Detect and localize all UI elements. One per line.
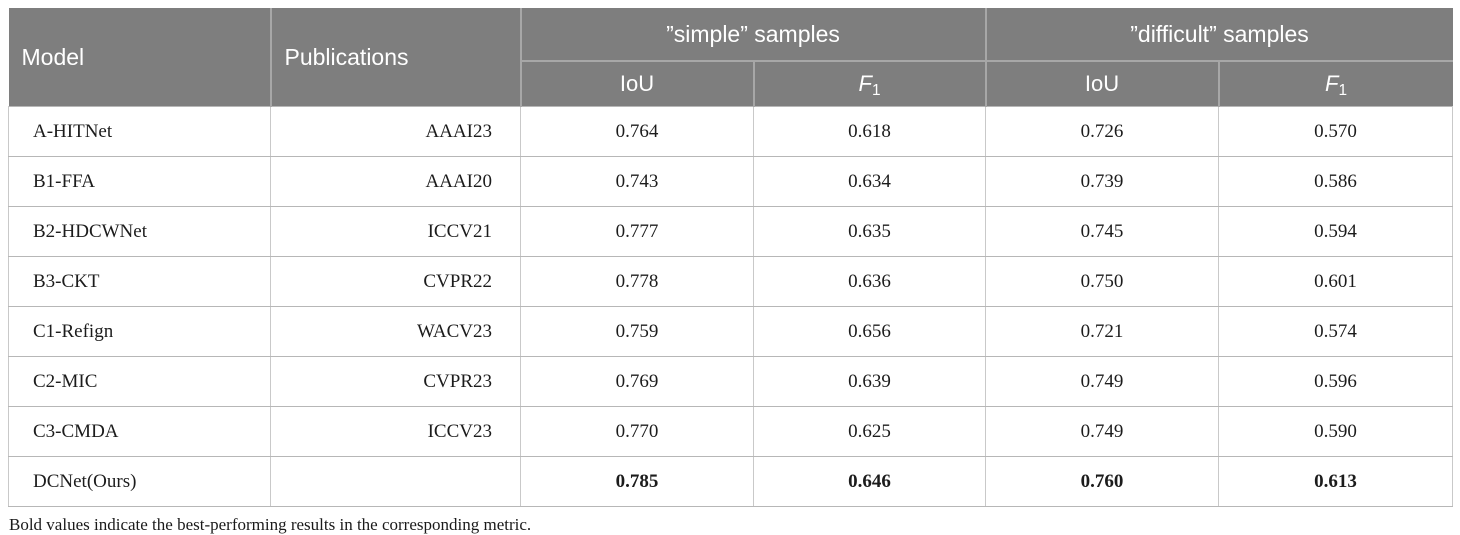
simple-iou-cell: 0.743 xyxy=(520,156,754,207)
table-header: Model Publications ”simple” samples ”dif… xyxy=(8,8,1453,107)
difficult-iou-cell: 0.749 xyxy=(985,356,1220,407)
table-row: B3-CKT CVPR22 0.778 0.636 0.750 0.601 xyxy=(8,256,1454,307)
simple-iou-cell: 0.785 xyxy=(520,456,754,507)
publication-cell: CVPR23 xyxy=(270,356,521,407)
model-cell: A-HITNet xyxy=(8,106,271,157)
simple-f1-cell: 0.634 xyxy=(752,156,987,207)
difficult-iou-cell: 0.721 xyxy=(985,306,1220,357)
metric-subscript: 1 xyxy=(871,82,881,100)
group-header-difficult-samples: ”difficult” samples xyxy=(984,8,1453,61)
difficult-f1-cell: 0.596 xyxy=(1218,356,1454,407)
results-table: Model Publications ”simple” samples ”dif… xyxy=(8,8,1454,507)
publication-cell: AAAI20 xyxy=(270,156,521,207)
publication-cell xyxy=(270,456,521,507)
difficult-iou-cell: 0.745 xyxy=(985,206,1220,257)
difficult-f1-cell: 0.570 xyxy=(1218,106,1454,157)
table-row: DCNet(Ours) 0.785 0.646 0.760 0.613 xyxy=(8,456,1454,507)
model-cell: C1-Refign xyxy=(8,306,271,357)
difficult-f1-cell: 0.574 xyxy=(1218,306,1454,357)
simple-f1-cell: 0.656 xyxy=(752,306,987,357)
publication-cell: ICCV23 xyxy=(270,406,521,457)
simple-f1-cell: 0.618 xyxy=(752,106,987,157)
simple-f1-cell: 0.625 xyxy=(752,406,987,457)
simple-f1-cell: 0.635 xyxy=(752,206,987,257)
metric-label: IoU xyxy=(1084,71,1120,96)
column-header-difficult-iou: IoU xyxy=(984,60,1220,107)
table-row: C1-Refign WACV23 0.759 0.656 0.721 0.574 xyxy=(8,306,1454,357)
publication-cell: ICCV21 xyxy=(270,206,521,257)
paper-table-figure: Model Publications ”simple” samples ”dif… xyxy=(8,8,1454,535)
model-cell: C3-CMDA xyxy=(8,406,271,457)
publication-cell: CVPR22 xyxy=(270,256,521,307)
header-metric-row: IoU F1 IoU F1 xyxy=(9,60,1453,107)
difficult-iou-cell: 0.739 xyxy=(985,156,1220,207)
publication-cell: AAAI23 xyxy=(270,106,521,157)
table-row: B1-FFA AAAI20 0.743 0.634 0.739 0.586 xyxy=(8,156,1454,207)
simple-iou-cell: 0.778 xyxy=(520,256,754,307)
simple-iou-cell: 0.759 xyxy=(520,306,754,357)
simple-iou-cell: 0.770 xyxy=(520,406,754,457)
simple-f1-cell: 0.636 xyxy=(752,256,987,307)
group-header-simple-samples: ”simple” samples xyxy=(519,8,987,61)
publication-cell: WACV23 xyxy=(270,306,521,357)
table-row: C2-MIC CVPR23 0.769 0.639 0.749 0.596 xyxy=(8,356,1454,407)
table-row: C3-CMDA ICCV23 0.770 0.625 0.749 0.590 xyxy=(8,406,1454,457)
column-header-model: Model xyxy=(8,8,272,107)
table-row: A-HITNet AAAI23 0.764 0.618 0.726 0.570 xyxy=(8,106,1454,157)
difficult-iou-cell: 0.750 xyxy=(985,256,1220,307)
column-header-simple-f1: F1 xyxy=(752,60,987,107)
metric-label: F xyxy=(1325,71,1339,96)
simple-iou-cell: 0.769 xyxy=(520,356,754,407)
model-cell: DCNet(Ours) xyxy=(8,456,271,507)
difficult-iou-cell: 0.726 xyxy=(985,106,1220,157)
metric-label: F xyxy=(858,71,872,96)
difficult-f1-cell: 0.586 xyxy=(1218,156,1454,207)
simple-f1-cell: 0.639 xyxy=(752,356,987,407)
model-cell: B2-HDCWNet xyxy=(8,206,271,257)
difficult-iou-cell: 0.760 xyxy=(985,456,1220,507)
difficult-f1-cell: 0.594 xyxy=(1218,206,1454,257)
difficult-f1-cell: 0.613 xyxy=(1218,456,1454,507)
model-cell: B1-FFA xyxy=(8,156,271,207)
difficult-f1-cell: 0.590 xyxy=(1218,406,1454,457)
difficult-iou-cell: 0.749 xyxy=(985,406,1220,457)
simple-iou-cell: 0.764 xyxy=(520,106,754,157)
column-header-simple-iou: IoU xyxy=(520,60,755,107)
column-header-difficult-f1: F1 xyxy=(1217,60,1453,107)
difficult-f1-cell: 0.601 xyxy=(1218,256,1454,307)
table-footnote: Bold values indicate the best-performing… xyxy=(9,515,532,534)
table-row: B2-HDCWNet ICCV21 0.777 0.635 0.745 0.59… xyxy=(8,206,1454,257)
simple-iou-cell: 0.777 xyxy=(520,206,754,257)
simple-f1-cell: 0.646 xyxy=(752,456,987,507)
table-body: A-HITNet AAAI23 0.764 0.618 0.726 0.570 … xyxy=(8,106,1454,507)
model-cell: B3-CKT xyxy=(8,256,271,307)
model-cell: C2-MIC xyxy=(8,356,271,407)
header-group-row: Model Publications ”simple” samples ”dif… xyxy=(8,8,1453,107)
metric-subscript: 1 xyxy=(1338,82,1348,100)
column-header-publications: Publications xyxy=(269,8,522,107)
metric-label: IoU xyxy=(619,71,655,96)
